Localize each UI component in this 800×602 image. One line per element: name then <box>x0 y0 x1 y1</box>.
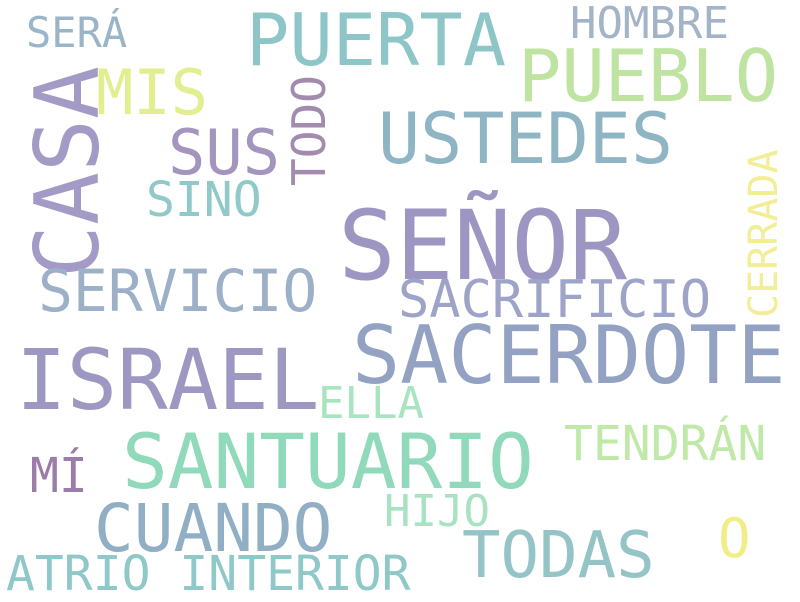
word-todas: TODAS <box>462 519 655 593</box>
word-o: O <box>718 507 751 570</box>
word-sus: SUS <box>168 116 280 189</box>
word-sera: SERÁ <box>26 8 128 57</box>
word-hombre: HOMBRE <box>570 0 729 49</box>
word-pueblo: PUEBLO <box>518 34 779 118</box>
word-israel: ISRAEL <box>16 331 320 429</box>
word-hijo: HIJO <box>384 486 490 537</box>
word-cuando: CUANDO <box>94 490 333 567</box>
word-sacerdote: SACERDOTE <box>352 309 786 402</box>
word-tendran: TENDRÁN <box>564 416 767 472</box>
word-atrio-interior: ATRIO INTERIOR <box>6 546 411 602</box>
word-mis: MIS <box>96 56 208 129</box>
word-santuario: SANTUARIO <box>122 417 534 506</box>
word-sino: SINO <box>146 172 262 228</box>
word-ustedes: USTEDES <box>378 98 674 180</box>
word-cerrada: CERRADA <box>741 149 787 318</box>
word-ella: ELLA <box>318 378 424 429</box>
word-puerta: PUERTA <box>246 0 507 82</box>
word-servicio: SERVICIO <box>38 257 318 325</box>
word-sacrificio: SACRIFICIO <box>398 270 712 330</box>
word-senor: SEÑOR <box>338 190 627 302</box>
word-todo: TODO <box>282 75 336 186</box>
word-mi: MÍ <box>30 448 88 504</box>
